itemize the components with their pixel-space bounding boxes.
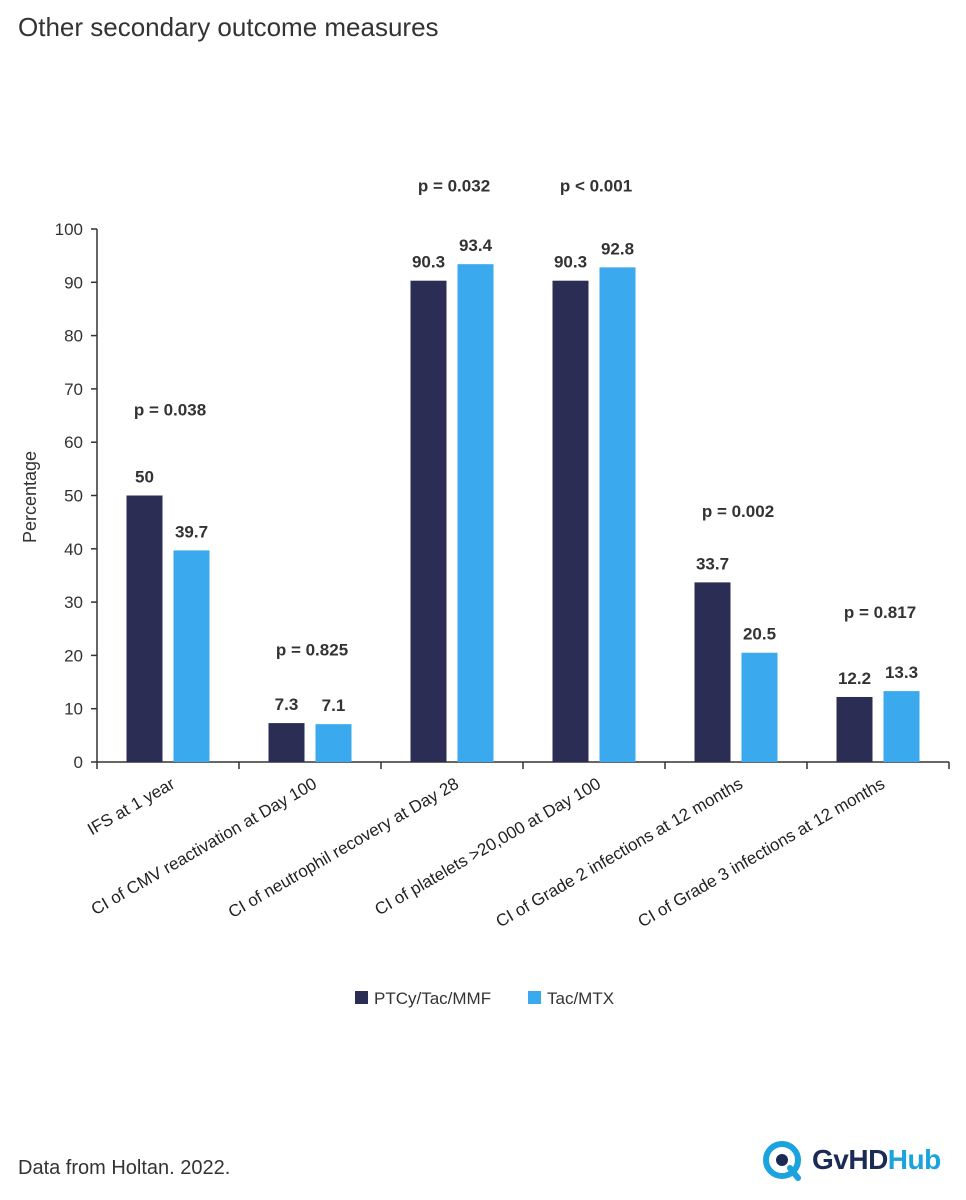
bar-labels-group: 50 39.7 7.3 7.1 90.3 93.4 90.3 92.8 33.7 20.5 12.2… xyxy=(135,236,918,715)
y-tick-label: 100 xyxy=(55,220,83,239)
bar-tacmtx xyxy=(599,267,636,762)
y-tick-label: 10 xyxy=(64,700,83,719)
p-value-annotation: p = 0.038 xyxy=(134,401,206,420)
bar-tacmtx xyxy=(457,264,494,762)
p-value-annotation: p = 0.817 xyxy=(844,603,916,622)
bar-ptcy xyxy=(126,495,163,762)
bar-value-label: 90.3 xyxy=(554,253,587,272)
bar-ptcy xyxy=(694,582,731,762)
y-tick-label: 50 xyxy=(64,487,83,506)
legend-swatch xyxy=(355,991,368,1004)
gvhdhub-logo: GvHDHub xyxy=(760,1138,941,1182)
bar-ptcy xyxy=(410,280,447,762)
logo-text-b: Hub xyxy=(887,1144,941,1175)
logo-icon xyxy=(763,1141,801,1181)
p-value-annotation: p = 0.002 xyxy=(702,502,774,521)
bar-ptcy xyxy=(836,696,873,762)
x-tick-label: CI of Grade 2 infections at 12 months xyxy=(493,774,746,931)
y-tick-label: 60 xyxy=(64,433,83,452)
bar-tacmtx xyxy=(883,691,920,762)
y-tick-label: 20 xyxy=(64,646,83,665)
bar-value-label: 90.3 xyxy=(412,253,445,272)
y-tick-label: 70 xyxy=(64,380,83,399)
bar-value-label: 39.7 xyxy=(175,522,208,541)
bar-value-label: 20.5 xyxy=(743,625,776,644)
bar-value-label: 50 xyxy=(135,468,154,487)
page-title: Other secondary outcome measures xyxy=(18,12,439,42)
y-tick-label: 40 xyxy=(64,540,83,559)
legend-swatch xyxy=(528,991,541,1004)
bar-tacmtx xyxy=(315,724,352,762)
x-tick-label: CI of neutrophil recovery at Day 28 xyxy=(225,774,462,922)
p-value-annotation: p = 0.825 xyxy=(276,640,348,659)
legend-label: PTCy/Tac/MMF xyxy=(374,989,491,1008)
y-tick-label: 90 xyxy=(64,273,83,292)
bar-value-label: 92.8 xyxy=(601,239,634,258)
y-tick-label: 0 xyxy=(74,753,83,772)
annotations-group: p = 0.038 p = 0.825 p = 0.032 p < 0.001 p = … xyxy=(134,177,916,660)
x-tick-label: CI of Grade 3 infections at 12 months xyxy=(635,774,888,931)
bar-value-label: 13.3 xyxy=(885,663,918,682)
bar-tacmtx xyxy=(741,652,778,762)
bars-group xyxy=(126,264,920,762)
y-axis-label: Percentage xyxy=(20,451,40,543)
y-axis: 0 10 20 30 40 50 60 70 80 90 100 xyxy=(55,220,98,772)
x-tick-label: CI of platelets >20,000 at Day 100 xyxy=(371,774,604,919)
legend: PTCy/Tac/MMF Tac/MTX xyxy=(355,989,614,1008)
y-tick-label: 30 xyxy=(64,593,83,612)
y-tick-label: 80 xyxy=(64,327,83,346)
bar-tacmtx xyxy=(173,550,210,762)
bar-ptcy xyxy=(552,280,589,762)
logo-text-a: GvHD xyxy=(812,1144,888,1175)
p-value-annotation: p < 0.001 xyxy=(560,177,632,196)
bar-ptcy xyxy=(268,723,305,762)
bar-value-label: 7.3 xyxy=(275,695,299,714)
bar-value-label: 7.1 xyxy=(322,696,346,715)
legend-label: Tac/MTX xyxy=(547,989,614,1008)
source-note: Data from Holtan. 2022. xyxy=(18,1157,231,1179)
x-tick-label: IFS at 1 year xyxy=(84,774,178,839)
bar-value-label: 33.7 xyxy=(696,554,729,573)
bar-value-label: 93.4 xyxy=(459,236,493,255)
bar-value-label: 12.2 xyxy=(838,669,871,688)
p-value-annotation: p = 0.032 xyxy=(418,177,490,196)
logo-text: GvHDHub xyxy=(812,1144,941,1176)
x-tick-label: CI of CMV reactivation at Day 100 xyxy=(88,774,320,919)
